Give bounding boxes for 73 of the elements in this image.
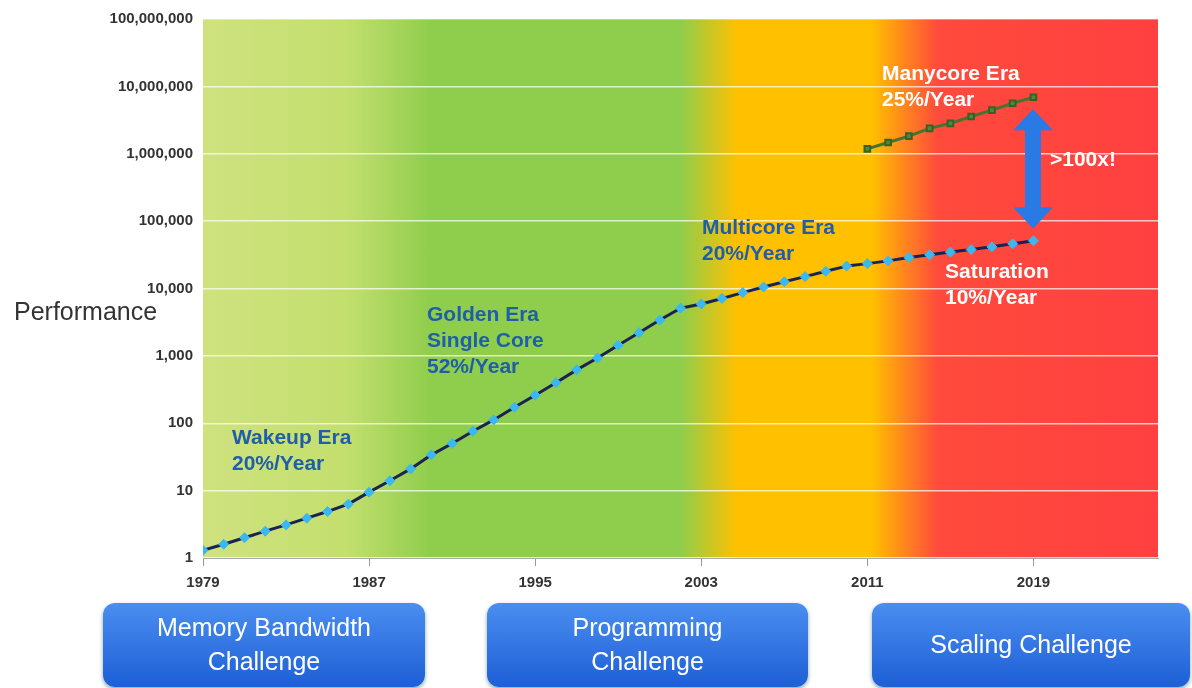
point: [654, 314, 666, 326]
point: [1027, 235, 1039, 247]
point: [988, 106, 996, 114]
point: [884, 138, 892, 147]
point: [841, 260, 853, 272]
y-tick-label: 1,000: [155, 346, 193, 364]
point: [863, 145, 872, 153]
point: [571, 364, 583, 376]
point: [882, 255, 894, 267]
point: [967, 112, 975, 121]
point: [924, 249, 936, 261]
point: [965, 244, 977, 256]
text: Memory Bandwidth Challenge: [103, 603, 425, 687]
point: [716, 293, 728, 305]
text: Scaling Challenge: [872, 603, 1190, 687]
y-tick-label: 1: [184, 548, 193, 566]
point: [612, 339, 624, 351]
x-tick-label: 2011: [851, 573, 884, 591]
point: [280, 519, 292, 531]
point: [1029, 93, 1038, 102]
y-tick-label: 10,000,000: [117, 76, 193, 94]
y-tick-label: 100,000: [138, 211, 193, 229]
x-tick-label: 2019: [1016, 573, 1051, 591]
point: [861, 258, 873, 270]
point: [259, 525, 271, 537]
point: [425, 449, 437, 461]
point: [384, 475, 396, 487]
point: [322, 506, 334, 517]
point: [239, 532, 251, 544]
y-tick-label: 100,000,000: [109, 9, 193, 27]
point: [529, 389, 541, 401]
point: [820, 265, 832, 277]
x-tick-label: 1995: [518, 573, 552, 591]
point: [446, 438, 458, 450]
point: [1007, 238, 1019, 250]
y-tick-label: 10: [176, 480, 193, 498]
point: [778, 276, 790, 288]
point: [944, 246, 956, 258]
point: [695, 298, 707, 310]
annotation: Manycore Era 25%/Year: [882, 61, 1021, 111]
y-tick-label: 1,000,000: [126, 143, 193, 161]
point: [218, 538, 230, 550]
point: [1008, 99, 1017, 108]
annotation: Saturation 10%/Year: [945, 259, 1049, 309]
x-tick-label: 2003: [684, 573, 718, 591]
point: [905, 132, 913, 140]
point: [405, 463, 417, 475]
point: [488, 414, 500, 426]
point: [986, 241, 998, 253]
point: [508, 401, 520, 413]
text: Programming Challenge: [487, 603, 808, 687]
annotation: >100x!: [1050, 147, 1116, 171]
point: [675, 302, 686, 314]
point: [737, 287, 749, 299]
annotation: Multicore Era 20%/Year: [702, 215, 836, 265]
point: [363, 486, 375, 498]
y-axis-title: Performance: [14, 297, 158, 326]
point: [467, 425, 479, 437]
point: [550, 377, 562, 389]
point: [591, 352, 603, 364]
annotation: Golden Era Single Core 52%/Year: [427, 302, 544, 378]
y-tick-label: 10,000: [147, 278, 193, 296]
y-tick-label: 100: [167, 413, 193, 431]
point: [799, 271, 811, 283]
point: [758, 281, 770, 293]
x-tick-label: 1979: [186, 573, 220, 591]
point: [633, 327, 645, 339]
annotation: Wakeup Era 20%/Year: [232, 425, 352, 475]
point: [301, 512, 313, 524]
point: [903, 251, 915, 263]
point: [946, 119, 955, 128]
point: [342, 498, 354, 510]
x-tick-label: 1987: [352, 573, 386, 591]
